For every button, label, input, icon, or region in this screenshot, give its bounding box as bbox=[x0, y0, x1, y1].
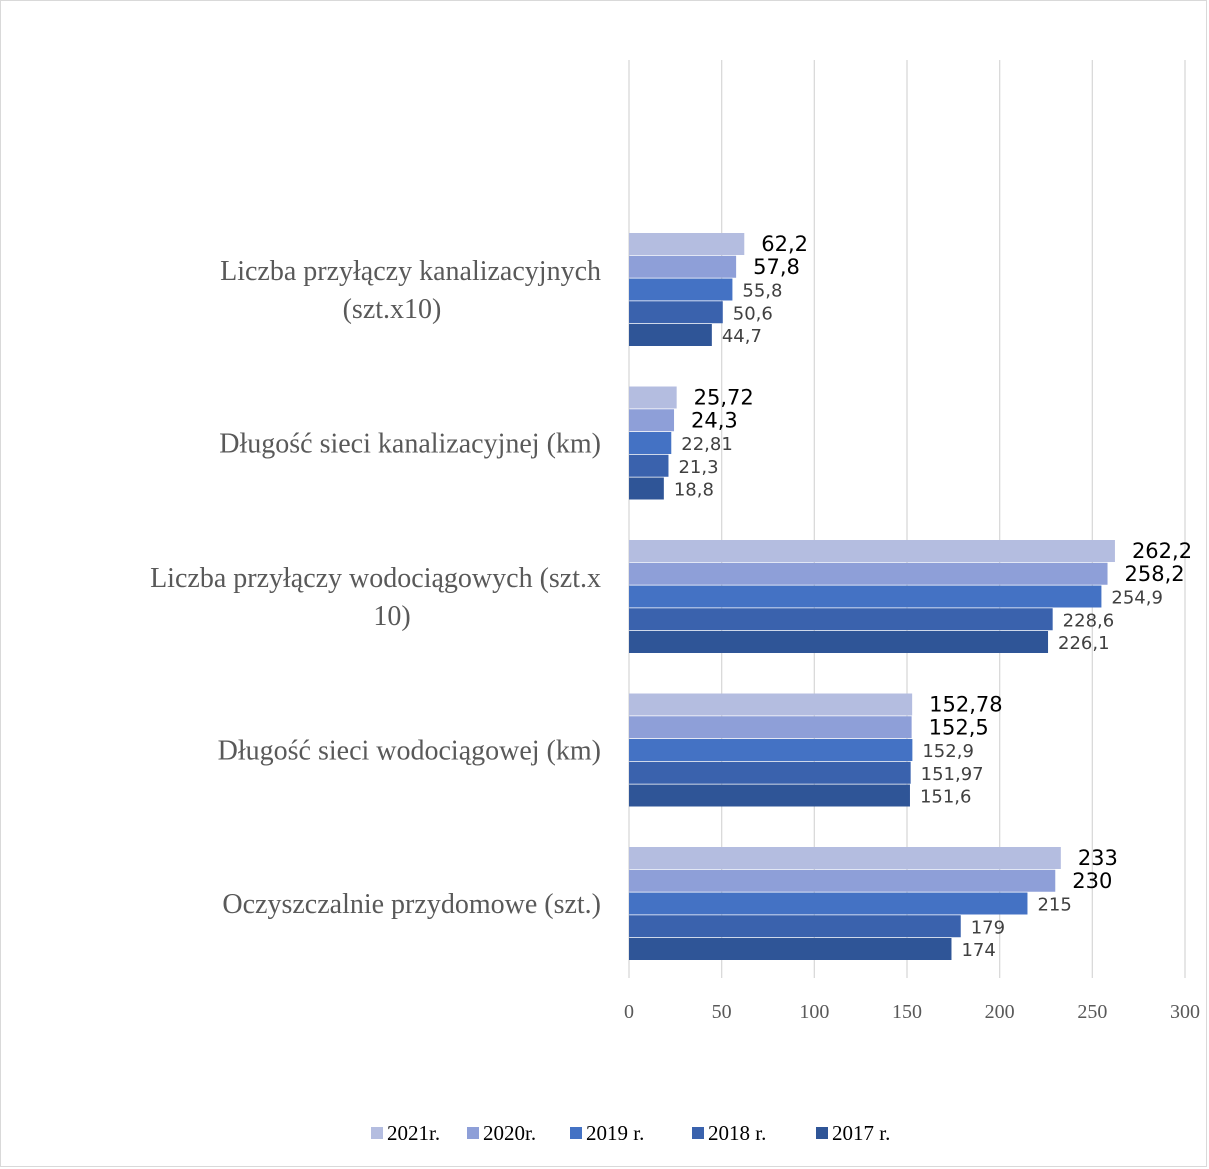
legend-swatch bbox=[467, 1127, 479, 1139]
bar bbox=[629, 938, 952, 960]
bar-value-label: 21,3 bbox=[678, 457, 718, 478]
legend-swatch bbox=[371, 1127, 383, 1139]
bar-value-label: 18,8 bbox=[674, 480, 714, 501]
bar bbox=[629, 324, 712, 346]
category-label: (szt.x10) bbox=[343, 294, 442, 325]
category-label: 10) bbox=[373, 601, 410, 632]
bar-value-label: 230 bbox=[1072, 869, 1112, 893]
bar bbox=[629, 761, 911, 784]
bar-value-label: 62,2 bbox=[761, 232, 808, 256]
bar-value-label: 179 bbox=[971, 917, 1005, 938]
bar-value-label: 254,9 bbox=[1111, 588, 1163, 609]
bar bbox=[629, 540, 1115, 562]
bar-value-label: 215 bbox=[1037, 895, 1071, 916]
bar-value-label: 44,7 bbox=[722, 326, 762, 347]
bar bbox=[629, 608, 1053, 631]
gridlines bbox=[628, 60, 1186, 978]
bar-value-label: 226,1 bbox=[1058, 633, 1110, 654]
bar bbox=[629, 278, 733, 301]
bar bbox=[629, 739, 913, 761]
bar-value-label: 174 bbox=[961, 940, 995, 961]
bar-value-label: 152,5 bbox=[929, 715, 989, 739]
bar bbox=[629, 716, 912, 739]
bar bbox=[629, 477, 664, 500]
bar bbox=[629, 233, 745, 255]
legend-entry: 2021r. bbox=[387, 1121, 440, 1145]
bar-value-label: 151,97 bbox=[921, 764, 984, 785]
bar-value-label: 25,72 bbox=[694, 386, 754, 410]
bar bbox=[629, 301, 723, 324]
category-label: Oczyszczalnie przydomowe (szt.) bbox=[222, 889, 601, 920]
x-tick-label: 300 bbox=[1170, 1001, 1200, 1023]
bar-value-label: 152,9 bbox=[922, 741, 974, 762]
bar bbox=[629, 454, 669, 477]
legend-entry: 2020r. bbox=[483, 1121, 536, 1145]
bar bbox=[629, 409, 675, 432]
bar bbox=[629, 693, 913, 716]
x-tick-label: 250 bbox=[1077, 1001, 1107, 1023]
bar bbox=[629, 255, 737, 278]
legend-swatch bbox=[692, 1127, 704, 1139]
bar bbox=[629, 631, 1049, 653]
category-labels: Liczba przyłączy kanalizacyjnych (szt.x10… bbox=[150, 256, 601, 920]
bar bbox=[629, 432, 672, 454]
bar bbox=[629, 915, 961, 938]
bar-value-label: 228,6 bbox=[1063, 610, 1115, 631]
data-labels: 62,257,855,850,644,7 25,7224,322,8121,318… bbox=[674, 232, 1192, 961]
category-label: Liczba przyłączy wodociągowych (szt.x bbox=[150, 563, 601, 594]
bar-value-label: 50,6 bbox=[733, 303, 773, 324]
bar-value-label: 22,81 bbox=[681, 434, 733, 455]
bar bbox=[629, 386, 677, 409]
bar-value-label: 262,2 bbox=[1132, 539, 1192, 563]
x-tick-label: 0 bbox=[624, 1001, 634, 1023]
category-label: Długość sieci wodociągowej (km) bbox=[218, 735, 601, 766]
x-tick-label: 50 bbox=[712, 1001, 732, 1023]
bar-value-label: 57,8 bbox=[753, 255, 800, 279]
bar-value-label: 151,6 bbox=[920, 787, 972, 808]
bar-value-label: 55,8 bbox=[742, 281, 782, 302]
bar bbox=[629, 784, 910, 807]
bar-value-label: 24,3 bbox=[691, 408, 738, 432]
legend: 2021r. 2020r. 2019 r. 2018 r. 2017 r. bbox=[371, 1121, 890, 1145]
bar-value-label: 258,2 bbox=[1125, 562, 1185, 586]
x-axis-tick-labels: 0 50 100 150 200 250 300 bbox=[624, 1001, 1200, 1023]
legend-entry: 2017 r. bbox=[832, 1121, 890, 1145]
bar bbox=[629, 892, 1028, 915]
legend-entry: 2019 r. bbox=[586, 1121, 644, 1145]
bar bbox=[629, 847, 1061, 869]
bar-value-label: 233 bbox=[1078, 846, 1118, 870]
x-tick-label: 150 bbox=[892, 1001, 922, 1023]
bar bbox=[629, 562, 1108, 585]
bar-value-label: 152,78 bbox=[929, 693, 1002, 717]
category-label: Liczba przyłączy kanalizacyjnych bbox=[220, 256, 601, 287]
category-label: Długość sieci kanalizacyjnej (km) bbox=[219, 428, 601, 459]
legend-entry: 2018 r. bbox=[708, 1121, 766, 1145]
bar bbox=[629, 585, 1102, 608]
x-tick-label: 200 bbox=[985, 1001, 1015, 1023]
legend-swatch bbox=[816, 1127, 828, 1139]
legend-swatch bbox=[570, 1127, 582, 1139]
bar bbox=[629, 869, 1056, 892]
x-tick-label: 100 bbox=[799, 1001, 829, 1023]
bars bbox=[629, 233, 1115, 960]
